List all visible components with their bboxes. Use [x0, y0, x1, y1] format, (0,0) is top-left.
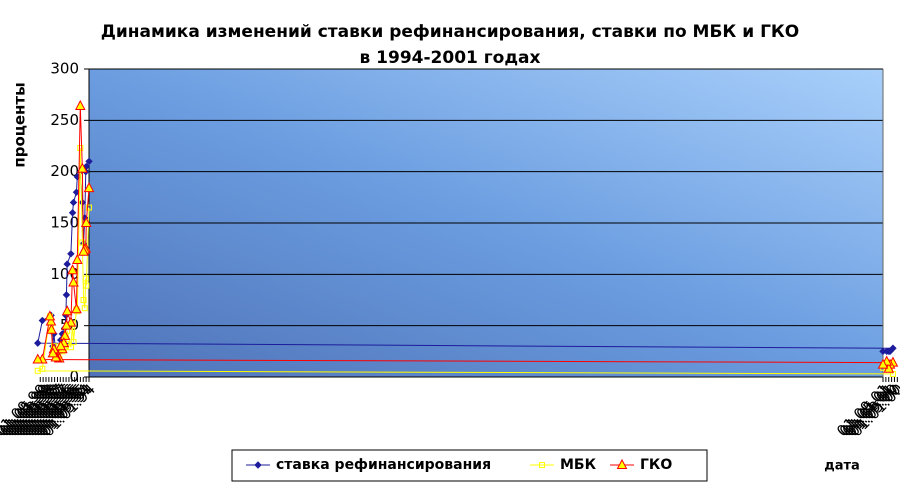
point — [81, 305, 88, 312]
y-tick-label: 250 — [50, 111, 79, 129]
point — [71, 303, 82, 314]
point — [83, 282, 90, 289]
point — [61, 319, 72, 330]
point — [80, 216, 92, 227]
point — [67, 344, 74, 351]
point — [32, 353, 44, 364]
point — [71, 253, 83, 264]
y-tick-label: 200 — [50, 162, 79, 180]
point — [55, 340, 67, 351]
point — [82, 275, 89, 282]
point — [47, 347, 59, 358]
point — [67, 250, 75, 258]
point — [67, 264, 78, 275]
legend-marker — [616, 458, 628, 469]
point — [44, 310, 56, 321]
point — [61, 305, 73, 316]
point — [45, 315, 57, 326]
y-axis-label: проценты — [11, 82, 29, 167]
point — [68, 209, 77, 217]
point — [38, 316, 47, 325]
point — [46, 323, 57, 334]
y-tick-label: 300 — [50, 60, 79, 78]
point — [77, 145, 84, 152]
point — [80, 297, 87, 303]
point — [85, 157, 93, 166]
point — [74, 99, 86, 110]
point — [77, 162, 88, 173]
point — [62, 291, 71, 299]
point — [34, 339, 42, 347]
y-tick-label: 150 — [50, 214, 79, 232]
y-tick-label: 0 — [69, 368, 79, 386]
point — [86, 204, 92, 211]
point — [69, 198, 78, 207]
chart-title: Динамика изменений ставки рефинансирован… — [101, 22, 800, 42]
point — [63, 260, 71, 268]
point — [879, 347, 887, 356]
legend-marker — [539, 462, 545, 468]
legend-marker — [254, 461, 262, 469]
point — [68, 276, 79, 287]
point — [83, 182, 95, 193]
x-axis-label: дата — [824, 459, 860, 474]
chart-title: в 1994-2001 годах — [359, 48, 540, 68]
point — [79, 239, 86, 246]
legend-label: ГКО — [640, 457, 672, 473]
point — [78, 245, 89, 256]
legend-label: ставка рефинансирования — [276, 457, 491, 473]
legend-label: МБК — [560, 457, 597, 473]
point — [34, 367, 41, 374]
point — [877, 358, 889, 369]
